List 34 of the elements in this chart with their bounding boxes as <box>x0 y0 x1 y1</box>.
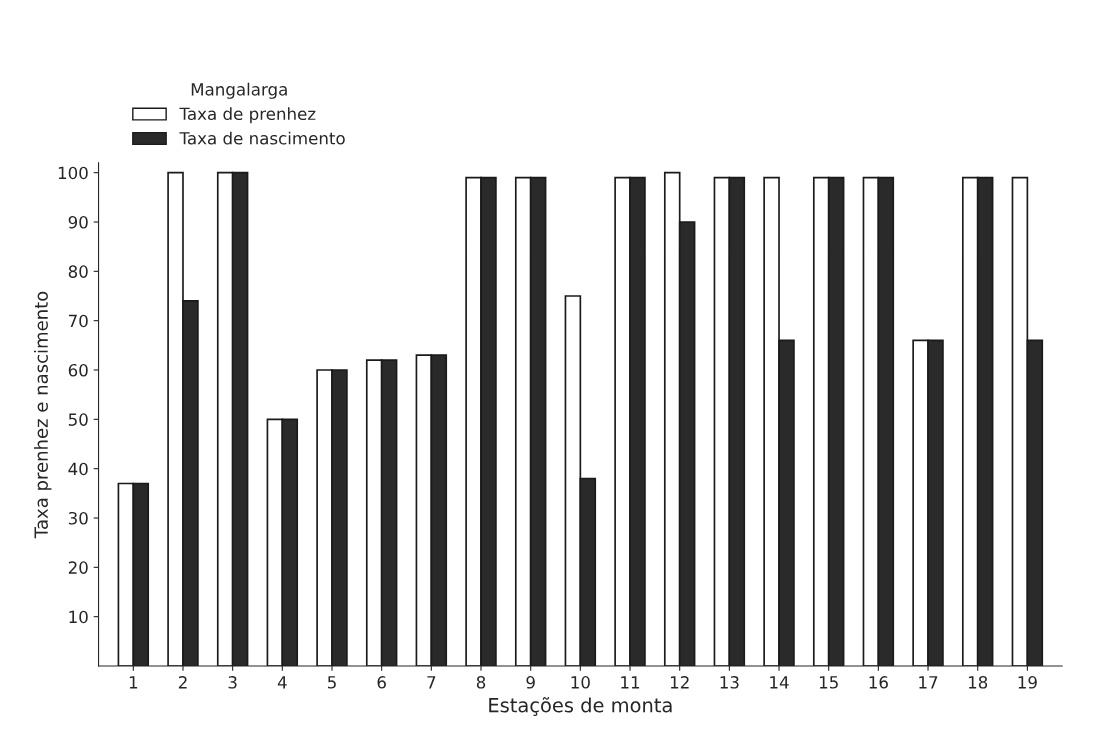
x-tick-label: 12 <box>670 676 689 689</box>
x-tick-label: 19 <box>1018 676 1037 689</box>
x-tick-label: 2 <box>178 676 187 689</box>
legend-label: Taxa de prenhez <box>179 107 316 124</box>
x-tick-label: 6 <box>377 676 386 689</box>
x-tick-label: 10 <box>571 676 590 689</box>
y-tick-label: 60 <box>68 363 88 377</box>
x-tick-label: 14 <box>770 676 789 689</box>
x-tick-label: 5 <box>327 676 336 689</box>
y-tick-label: 40 <box>68 462 88 476</box>
y-tick-label: 100 <box>58 166 88 180</box>
x-tick-label: 16 <box>869 676 888 689</box>
x-tick-label: 15 <box>819 676 838 689</box>
legend-label: Taxa de nascimento <box>179 131 345 145</box>
y-tick-label: 70 <box>68 314 88 328</box>
x-tick-label: 11 <box>621 676 640 689</box>
y-tick-label: 20 <box>68 561 88 574</box>
x-tick-label: 8 <box>476 676 486 689</box>
x-tick-label: 4 <box>277 676 287 689</box>
x-tick-label: 17 <box>919 676 938 689</box>
x-tick-label: 3 <box>228 676 237 689</box>
x-tick-label: 9 <box>526 676 535 689</box>
x-tick-label: 7 <box>427 676 436 689</box>
x-tick-label: 18 <box>968 676 988 689</box>
y-tick-label: 80 <box>68 265 88 278</box>
y-tick-label: 90 <box>68 215 88 229</box>
y-axis-title: Taxa prenhez e nascimento <box>33 291 52 539</box>
y-tick-label: 30 <box>68 511 88 525</box>
x-tick-label: 1 <box>129 676 138 689</box>
y-tick-label: 50 <box>68 413 88 426</box>
legend-title: Mangalarga <box>191 82 287 99</box>
x-axis-title: Estações de monta <box>489 697 672 716</box>
y-tick-label: 10 <box>69 610 88 624</box>
x-tick-label: 13 <box>720 676 739 689</box>
